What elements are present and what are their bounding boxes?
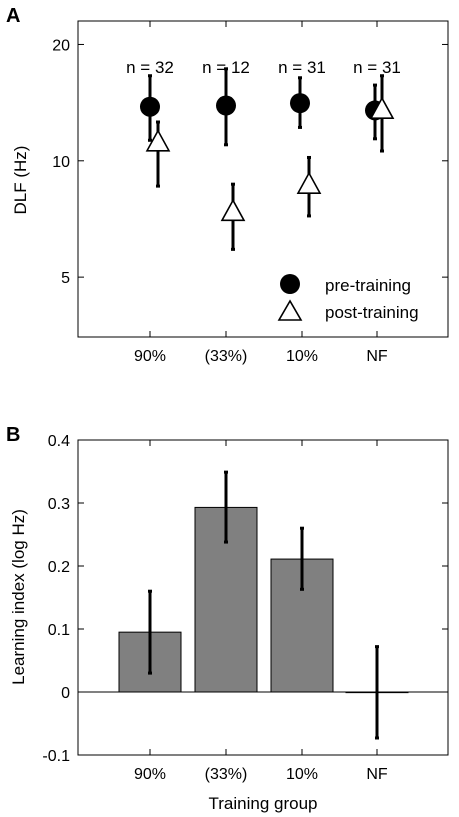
panel-b-x-ticks: 90% (33%) 10% NF xyxy=(134,440,388,783)
sample-size-label: n = 31 xyxy=(353,58,401,77)
post-training-point xyxy=(220,198,246,222)
panel-a-x-ticks: 90% (33%) 10% NF xyxy=(134,21,388,365)
post-training-point xyxy=(369,96,395,119)
y-tick-label: 10 xyxy=(52,154,70,171)
pre-training-point xyxy=(216,95,236,116)
panel-a-y-axis-label: DLF (Hz) xyxy=(11,146,30,215)
sample-size-label: n = 31 xyxy=(278,58,326,77)
legend-post-training-label: post-training xyxy=(325,303,419,322)
panel-a-axes-frame xyxy=(77,20,449,338)
panel-b-y-ticks: -0.1 0 0.1 0.2 0.3 0.4 xyxy=(42,433,448,765)
y-tick-label: 0.1 xyxy=(48,622,70,639)
panel-a-y-ticks: 5 10 20 xyxy=(52,37,448,287)
x-tick-label: 10% xyxy=(286,766,318,783)
legend-pre-training-label: pre-training xyxy=(325,276,411,295)
panel-b: B -0.1 0 0.1 0.2 0.3 0.4 90% (33%) 10% NF Learni… xyxy=(6,424,449,813)
panel-a-n-labels: n = 32 n = 12 n = 31 n = 31 xyxy=(126,58,401,77)
x-tick-label: NF xyxy=(366,348,388,365)
y-tick-label: 0.4 xyxy=(48,433,70,450)
panel-b-axes-frame xyxy=(77,439,449,756)
panel-a-letter: A xyxy=(6,5,20,27)
x-tick-label: (33%) xyxy=(205,766,248,783)
panel-b-error-bars xyxy=(148,470,379,740)
x-tick-label: 90% xyxy=(134,766,166,783)
panel-b-y-axis-label: Learning index (log Hz) xyxy=(9,509,28,685)
y-tick-label: 0.2 xyxy=(48,559,70,576)
panel-a-legend: pre-training post-training xyxy=(277,274,419,322)
x-tick-label: NF xyxy=(366,766,388,783)
y-tick-label: 0 xyxy=(61,685,70,702)
x-tick-label: 90% xyxy=(134,348,166,365)
panel-b-letter: B xyxy=(6,424,20,446)
legend-post-training-marker xyxy=(277,299,303,321)
panel-b-bars xyxy=(118,506,409,694)
y-tick-label: 20 xyxy=(52,37,70,54)
x-tick-label: 10% xyxy=(286,348,318,365)
panel-b-x-axis-label: Training group xyxy=(209,794,318,813)
legend-pre-training-marker xyxy=(280,274,300,294)
x-tick-label: (33%) xyxy=(205,348,248,365)
y-tick-label: -0.1 xyxy=(42,748,70,765)
panel-a-series xyxy=(140,67,395,251)
y-tick-label: 0.3 xyxy=(48,496,70,513)
pre-training-point xyxy=(290,93,310,114)
sample-size-label: n = 32 xyxy=(126,58,174,77)
y-tick-label: 5 xyxy=(61,270,70,287)
post-training-point xyxy=(296,171,322,194)
post-training-point xyxy=(145,129,171,152)
pre-training-point xyxy=(140,96,160,117)
